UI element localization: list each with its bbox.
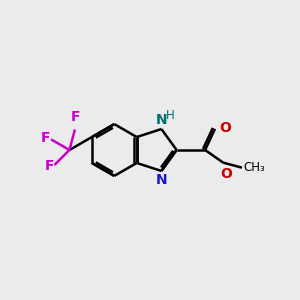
Text: O: O bbox=[219, 121, 231, 135]
Text: CH₃: CH₃ bbox=[243, 161, 265, 174]
Text: N: N bbox=[156, 113, 168, 127]
Text: F: F bbox=[41, 131, 50, 145]
Text: O: O bbox=[220, 167, 232, 181]
Text: F: F bbox=[44, 159, 54, 173]
Text: H: H bbox=[166, 109, 175, 122]
Text: N: N bbox=[156, 173, 168, 187]
Text: F: F bbox=[71, 110, 81, 124]
